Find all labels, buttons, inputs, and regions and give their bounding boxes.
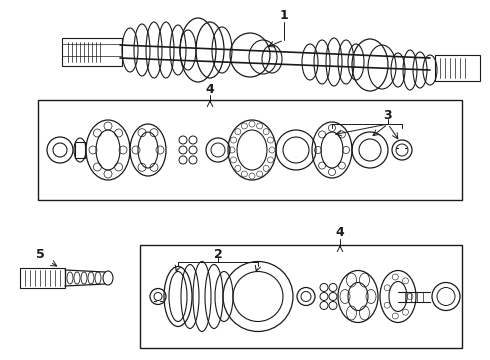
Bar [38,100,462,200]
Text: 4: 4 [336,226,344,239]
Text: 5: 5 [36,248,45,261]
Bar [20,268,65,288]
Text: 4: 4 [206,82,215,95]
Bar [140,245,462,348]
Bar [75,142,85,158]
Text: 3: 3 [384,108,392,122]
Text: 1: 1 [280,9,289,22]
Bar [62,38,122,66]
Text: 2: 2 [214,248,222,261]
Bar [435,55,480,81]
